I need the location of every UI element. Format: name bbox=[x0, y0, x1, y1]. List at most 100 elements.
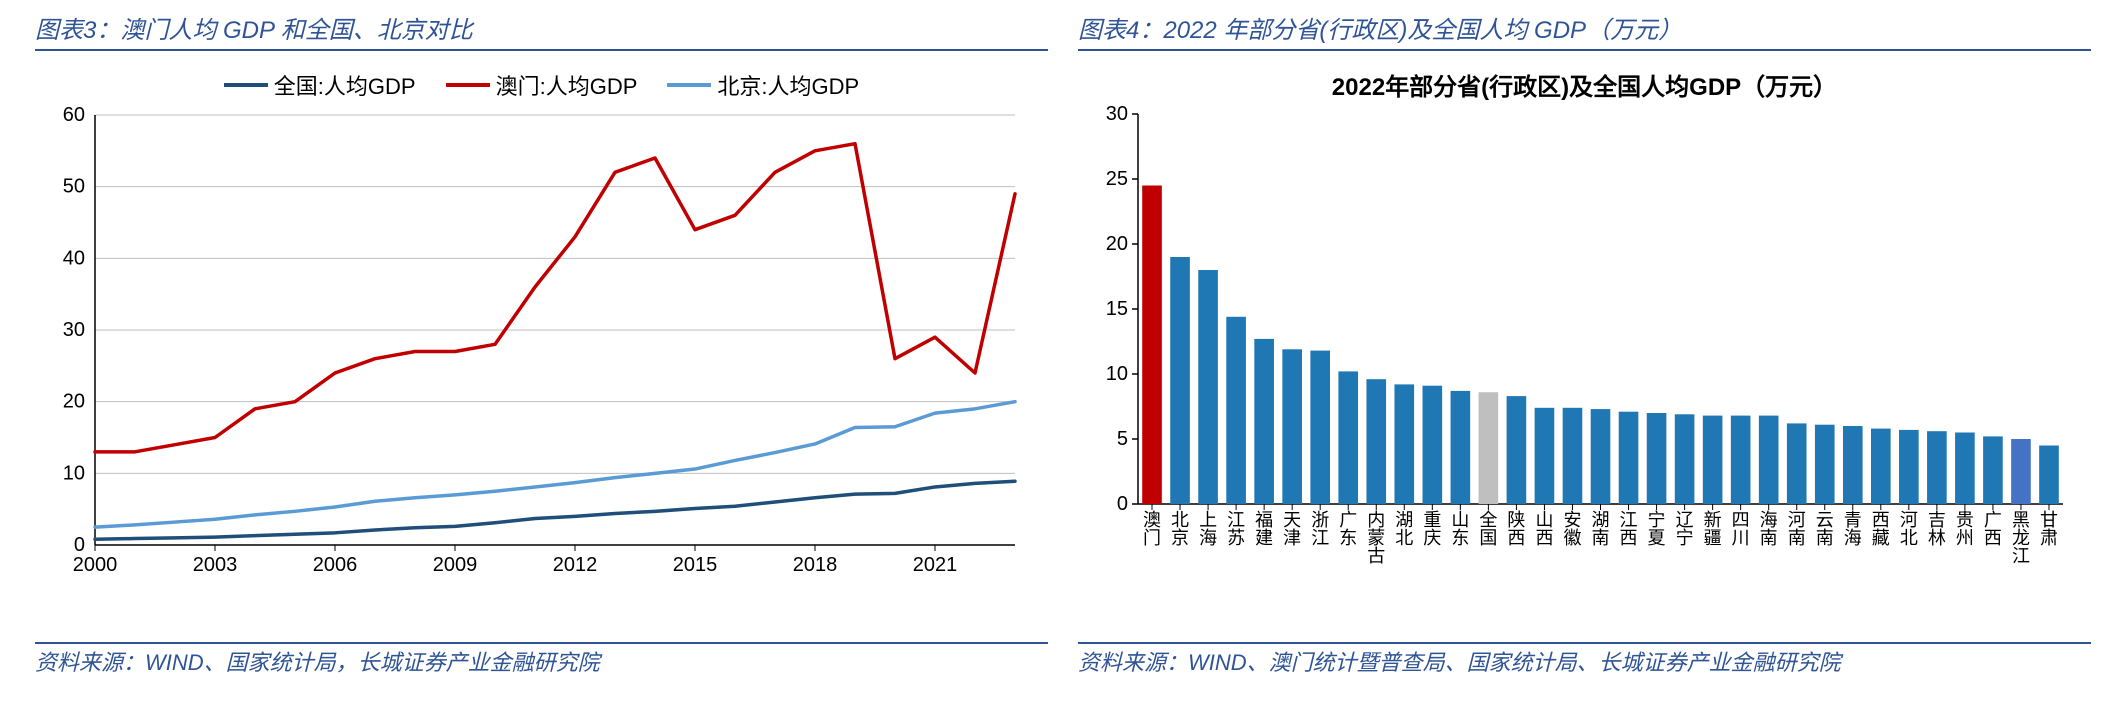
svg-text:川: 川 bbox=[1732, 528, 1750, 548]
svg-text:四: 四 bbox=[1732, 510, 1750, 530]
svg-text:新: 新 bbox=[1704, 510, 1722, 530]
svg-text:西: 西 bbox=[1535, 528, 1553, 548]
svg-text:2015: 2015 bbox=[673, 554, 718, 576]
svg-text:2000: 2000 bbox=[73, 554, 118, 576]
svg-text:黑: 黑 bbox=[2012, 510, 2030, 530]
svg-text:60: 60 bbox=[63, 105, 85, 126]
svg-text:疆: 疆 bbox=[1704, 528, 1722, 548]
svg-text:南: 南 bbox=[1816, 528, 1834, 548]
left-chart-area: 全国:人均GDP 澳门:人均GDP 北京:人均GDP 0102030405060… bbox=[35, 61, 1048, 636]
svg-text:东: 东 bbox=[1451, 528, 1469, 548]
svg-text:2012: 2012 bbox=[553, 554, 598, 576]
svg-text:肃: 肃 bbox=[2040, 528, 2058, 548]
svg-text:25: 25 bbox=[1106, 168, 1128, 190]
legend-item-beijing: 北京:人均GDP bbox=[667, 69, 859, 101]
svg-text:龙: 龙 bbox=[2012, 528, 2030, 548]
legend-swatch-beijing bbox=[667, 83, 711, 87]
left-source: 资料来源：WIND、国家统计局，长城证券产业金融研究院 bbox=[35, 642, 1048, 712]
svg-text:海: 海 bbox=[1760, 510, 1778, 530]
svg-text:西: 西 bbox=[1984, 528, 2002, 548]
svg-text:建: 建 bbox=[1255, 528, 1273, 548]
svg-text:湖: 湖 bbox=[1395, 510, 1413, 530]
svg-text:甘: 甘 bbox=[2040, 510, 2058, 530]
svg-text:南: 南 bbox=[1592, 528, 1610, 548]
svg-text:南: 南 bbox=[1760, 528, 1778, 548]
svg-text:南: 南 bbox=[1788, 528, 1806, 548]
svg-text:江: 江 bbox=[1227, 510, 1245, 530]
svg-text:30: 30 bbox=[63, 319, 85, 341]
svg-text:2009: 2009 bbox=[433, 554, 478, 576]
svg-text:林: 林 bbox=[1928, 528, 1946, 548]
svg-text:20: 20 bbox=[63, 391, 85, 413]
left-title: 图表3：澳门人均 GDP 和全国、北京对比 bbox=[35, 10, 1048, 51]
svg-text:庆: 庆 bbox=[1423, 528, 1441, 548]
legend-swatch-national bbox=[224, 83, 268, 87]
svg-text:澳: 澳 bbox=[1143, 510, 1161, 530]
svg-text:山: 山 bbox=[1451, 510, 1469, 530]
legend-label-national: 全国:人均GDP bbox=[274, 69, 416, 101]
svg-text:20: 20 bbox=[1106, 233, 1128, 255]
svg-text:徽: 徽 bbox=[1563, 528, 1581, 548]
line-legend: 全国:人均GDP 澳门:人均GDP 北京:人均GDP bbox=[35, 61, 1048, 105]
right-source: 资料来源：WIND、澳门统计暨普查局、国家统计局、长城证券产业金融研究院 bbox=[1078, 642, 2091, 712]
svg-text:安: 安 bbox=[1563, 510, 1581, 530]
svg-text:40: 40 bbox=[63, 247, 85, 269]
right-panel: 图表4：2022 年部分省(行政区)及全国人均 GDP（万元） 2022年部分省… bbox=[1063, 10, 2106, 712]
svg-text:西: 西 bbox=[1507, 528, 1525, 548]
svg-text:藏: 藏 bbox=[1872, 528, 1890, 548]
svg-text:西: 西 bbox=[1872, 510, 1890, 530]
svg-text:15: 15 bbox=[1106, 298, 1128, 320]
svg-text:10: 10 bbox=[1106, 363, 1128, 385]
svg-text:西: 西 bbox=[1620, 528, 1638, 548]
svg-text:内: 内 bbox=[1367, 510, 1385, 530]
svg-text:30: 30 bbox=[1106, 104, 1128, 125]
svg-text:苏: 苏 bbox=[1227, 528, 1245, 548]
svg-text:北: 北 bbox=[1900, 528, 1918, 548]
svg-text:0: 0 bbox=[1117, 493, 1128, 515]
svg-text:河: 河 bbox=[1788, 510, 1806, 530]
legend-label-beijing: 北京:人均GDP bbox=[717, 69, 859, 101]
svg-text:古: 古 bbox=[1367, 546, 1385, 566]
svg-text:0: 0 bbox=[74, 534, 85, 556]
svg-text:北: 北 bbox=[1395, 528, 1413, 548]
svg-text:10: 10 bbox=[63, 462, 85, 484]
svg-text:国: 国 bbox=[1479, 528, 1497, 548]
left-panel: 图表3：澳门人均 GDP 和全国、北京对比 全国:人均GDP 澳门:人均GDP … bbox=[20, 10, 1063, 712]
svg-text:夏: 夏 bbox=[1648, 528, 1666, 548]
svg-text:2021: 2021 bbox=[913, 554, 958, 576]
svg-text:宁: 宁 bbox=[1676, 528, 1694, 548]
svg-text:广: 广 bbox=[1339, 510, 1357, 530]
right-title: 图表4：2022 年部分省(行政区)及全国人均 GDP（万元） bbox=[1078, 10, 2091, 51]
svg-text:全: 全 bbox=[1479, 510, 1497, 530]
svg-text:江: 江 bbox=[2012, 546, 2030, 566]
svg-text:宁: 宁 bbox=[1648, 510, 1666, 530]
right-chart-area: 2022年部分省(行政区)及全国人均GDP（万元） 0 5 10 15 20 25 30 澳门… bbox=[1078, 61, 2091, 636]
svg-text:辽: 辽 bbox=[1676, 510, 1694, 530]
bar-chart-title: 2022年部分省(行政区)及全国人均GDP（万元） bbox=[1078, 61, 2091, 104]
svg-text:江: 江 bbox=[1311, 528, 1329, 548]
svg-text:5: 5 bbox=[1117, 428, 1128, 450]
svg-text:门: 门 bbox=[1143, 528, 1161, 548]
legend-item-national: 全国:人均GDP bbox=[224, 69, 416, 101]
svg-text:天: 天 bbox=[1283, 510, 1301, 530]
svg-text:海: 海 bbox=[1844, 528, 1862, 548]
svg-text:上: 上 bbox=[1199, 510, 1217, 530]
svg-text:蒙: 蒙 bbox=[1367, 528, 1385, 548]
legend-label-macau: 澳门:人均GDP bbox=[496, 69, 638, 101]
bar-chart-svg: 051015202530澳门北京上海江苏福建天津浙江广东内蒙古湖北重庆山东全国陕… bbox=[1078, 104, 2078, 594]
svg-text:北: 北 bbox=[1171, 510, 1189, 530]
svg-text:贵: 贵 bbox=[1956, 510, 1974, 530]
svg-text:东: 东 bbox=[1339, 528, 1357, 548]
svg-text:吉: 吉 bbox=[1928, 510, 1946, 530]
svg-text:江: 江 bbox=[1620, 510, 1638, 530]
svg-text:2003: 2003 bbox=[193, 554, 238, 576]
svg-text:山: 山 bbox=[1535, 510, 1553, 530]
svg-text:云: 云 bbox=[1816, 510, 1834, 530]
svg-text:津: 津 bbox=[1283, 528, 1301, 548]
svg-text:京: 京 bbox=[1171, 528, 1189, 548]
svg-text:广: 广 bbox=[1984, 510, 2002, 530]
svg-text:州: 州 bbox=[1956, 528, 1974, 548]
legend-item-macau: 澳门:人均GDP bbox=[446, 69, 638, 101]
legend-swatch-macau bbox=[446, 83, 490, 87]
svg-text:青: 青 bbox=[1844, 510, 1862, 530]
